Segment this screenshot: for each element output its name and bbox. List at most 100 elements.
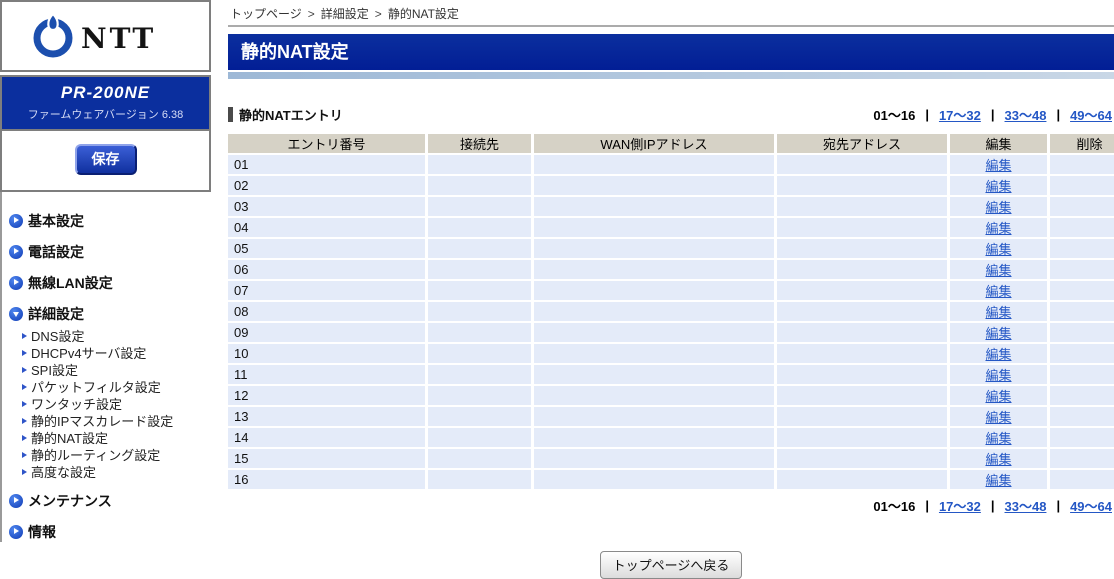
pagination-separator: |	[1056, 498, 1061, 513]
submenu-item-DHCPv4サーバ設定[interactable]: DHCPv4サーバ設定	[22, 344, 211, 361]
submenu-item-SPI設定[interactable]: SPI設定	[22, 361, 211, 378]
delete-cell	[1050, 344, 1114, 363]
breadcrumb-item[interactable]: トップページ	[230, 7, 302, 21]
edit-link[interactable]: 編集	[985, 200, 1012, 215]
pagination-link-33〜48[interactable]: 33〜48	[1004, 499, 1047, 514]
wan-ip-cell	[534, 407, 774, 426]
edit-link[interactable]: 編集	[985, 263, 1012, 278]
delete-cell	[1050, 155, 1114, 174]
breadcrumb: トップページ > 詳細設定 > 静的NAT設定	[228, 0, 1114, 27]
sidebar-item-情報[interactable]: 情報	[9, 521, 211, 542]
entry-number-cell: 04	[228, 218, 425, 237]
edit-link[interactable]: 編集	[985, 326, 1012, 341]
wan-ip-cell	[534, 176, 774, 195]
submenu-item-label: SPI設定	[31, 363, 78, 378]
ntt-logo: NTT	[33, 12, 153, 58]
edit-link[interactable]: 編集	[985, 431, 1012, 446]
destination-cell	[777, 344, 947, 363]
delete-cell	[1050, 386, 1114, 405]
connection-cell	[428, 281, 531, 300]
sidebar-item-メンテナンス[interactable]: メンテナンス	[9, 490, 211, 511]
firmware-number: 6.38	[161, 109, 184, 121]
destination-cell	[777, 323, 947, 342]
breadcrumb-item[interactable]: 詳細設定	[320, 7, 369, 21]
sidebar-item-無線LAN設定[interactable]: 無線LAN設定	[9, 272, 211, 293]
edit-link[interactable]: 編集	[985, 158, 1012, 173]
firmware-label: ファームウェアバージョン	[27, 109, 159, 121]
section-title: 静的NATエントリ	[228, 105, 343, 124]
submenu-item-静的IPマスカレード設定[interactable]: 静的IPマスカレード設定	[22, 412, 211, 429]
page-title: 静的NAT設定	[228, 34, 1114, 70]
edit-link[interactable]: 編集	[985, 347, 1012, 362]
submenu-item-高度な設定[interactable]: 高度な設定	[22, 463, 211, 480]
sidebar-item-label: 詳細設定	[28, 305, 84, 322]
triangle-right-icon	[22, 434, 27, 441]
column-header-編集: 編集	[950, 134, 1047, 153]
triangle-right-icon	[22, 383, 27, 390]
table-row: 13 編集	[228, 407, 1114, 426]
sidebar-item-電話設定[interactable]: 電話設定	[9, 241, 211, 262]
wan-ip-cell	[534, 218, 774, 237]
chevron-right-icon	[9, 213, 23, 228]
connection-cell	[428, 449, 531, 468]
entry-number-cell: 15	[228, 449, 425, 468]
destination-cell	[777, 302, 947, 321]
edit-link[interactable]: 編集	[985, 305, 1012, 320]
table-row: 10 編集	[228, 344, 1114, 363]
edit-link[interactable]: 編集	[985, 221, 1012, 236]
destination-cell	[777, 428, 947, 447]
submenu-item-label: 高度な設定	[31, 465, 97, 480]
breadcrumb-item: 静的NAT設定	[387, 7, 459, 21]
submenu-item-DNS設定[interactable]: DNS設定	[22, 327, 211, 344]
delete-cell	[1050, 470, 1114, 489]
table-row: 12 編集	[228, 386, 1114, 405]
chevron-right-icon	[9, 524, 23, 539]
connection-cell	[428, 323, 531, 342]
edit-link[interactable]: 編集	[985, 452, 1012, 467]
edit-link[interactable]: 編集	[985, 179, 1012, 194]
entry-number-cell: 16	[228, 470, 425, 489]
destination-cell	[777, 239, 947, 258]
sidebar-item-詳細設定[interactable]: 詳細設定	[9, 303, 211, 324]
destination-cell	[777, 218, 947, 237]
pagination-link-17〜32[interactable]: 17〜32	[938, 499, 981, 514]
back-to-top-button[interactable]: トップページへ戻る	[599, 551, 743, 579]
edit-link[interactable]: 編集	[985, 473, 1012, 488]
submenu-item-静的NAT設定[interactable]: 静的NAT設定	[22, 429, 211, 446]
submenu-item-label: ワンタッチ設定	[31, 397, 123, 412]
entry-number-cell: 09	[228, 323, 425, 342]
table-row: 09 編集	[228, 323, 1114, 342]
pagination-link-49〜64[interactable]: 49〜64	[1070, 499, 1112, 514]
edit-link[interactable]: 編集	[985, 368, 1012, 383]
submenu-item-ワンタッチ設定[interactable]: ワンタッチ設定	[22, 395, 211, 412]
delete-cell	[1050, 407, 1114, 426]
triangle-right-icon	[22, 349, 27, 356]
wan-ip-cell	[534, 281, 774, 300]
connection-cell	[428, 155, 531, 174]
pagination-link-17〜32[interactable]: 17〜32	[938, 108, 981, 123]
submenu-item-パケットフィルタ設定[interactable]: パケットフィルタ設定	[22, 378, 211, 395]
submenu-item-静的ルーティング設定[interactable]: 静的ルーティング設定	[22, 446, 211, 463]
pagination-separator: |	[990, 498, 995, 513]
edit-link[interactable]: 編集	[985, 242, 1012, 257]
wan-ip-cell	[534, 323, 774, 342]
connection-cell	[428, 386, 531, 405]
edit-link[interactable]: 編集	[985, 389, 1012, 404]
edit-link[interactable]: 編集	[985, 410, 1012, 425]
chevron-down-icon	[9, 306, 23, 321]
pagination-link-49〜64[interactable]: 49〜64	[1070, 108, 1112, 123]
pagination-link-33〜48[interactable]: 33〜48	[1004, 108, 1047, 123]
table-header-row: エントリ番号 接続先 WAN側IPアドレス 宛先アドレス 編集 削除	[228, 134, 1114, 153]
destination-cell	[777, 260, 947, 279]
wan-ip-cell	[534, 197, 774, 216]
save-button[interactable]: 保存	[74, 144, 137, 175]
table-row: 15 編集	[228, 449, 1114, 468]
destination-cell	[777, 176, 947, 195]
sidebar-item-基本設定[interactable]: 基本設定	[9, 210, 211, 231]
chevron-right-icon	[9, 244, 23, 259]
connection-cell	[428, 197, 531, 216]
entry-number-cell: 01	[228, 155, 425, 174]
edit-link[interactable]: 編集	[985, 284, 1012, 299]
chevron-right-icon	[9, 493, 23, 508]
edit-cell: 編集	[950, 428, 1047, 447]
